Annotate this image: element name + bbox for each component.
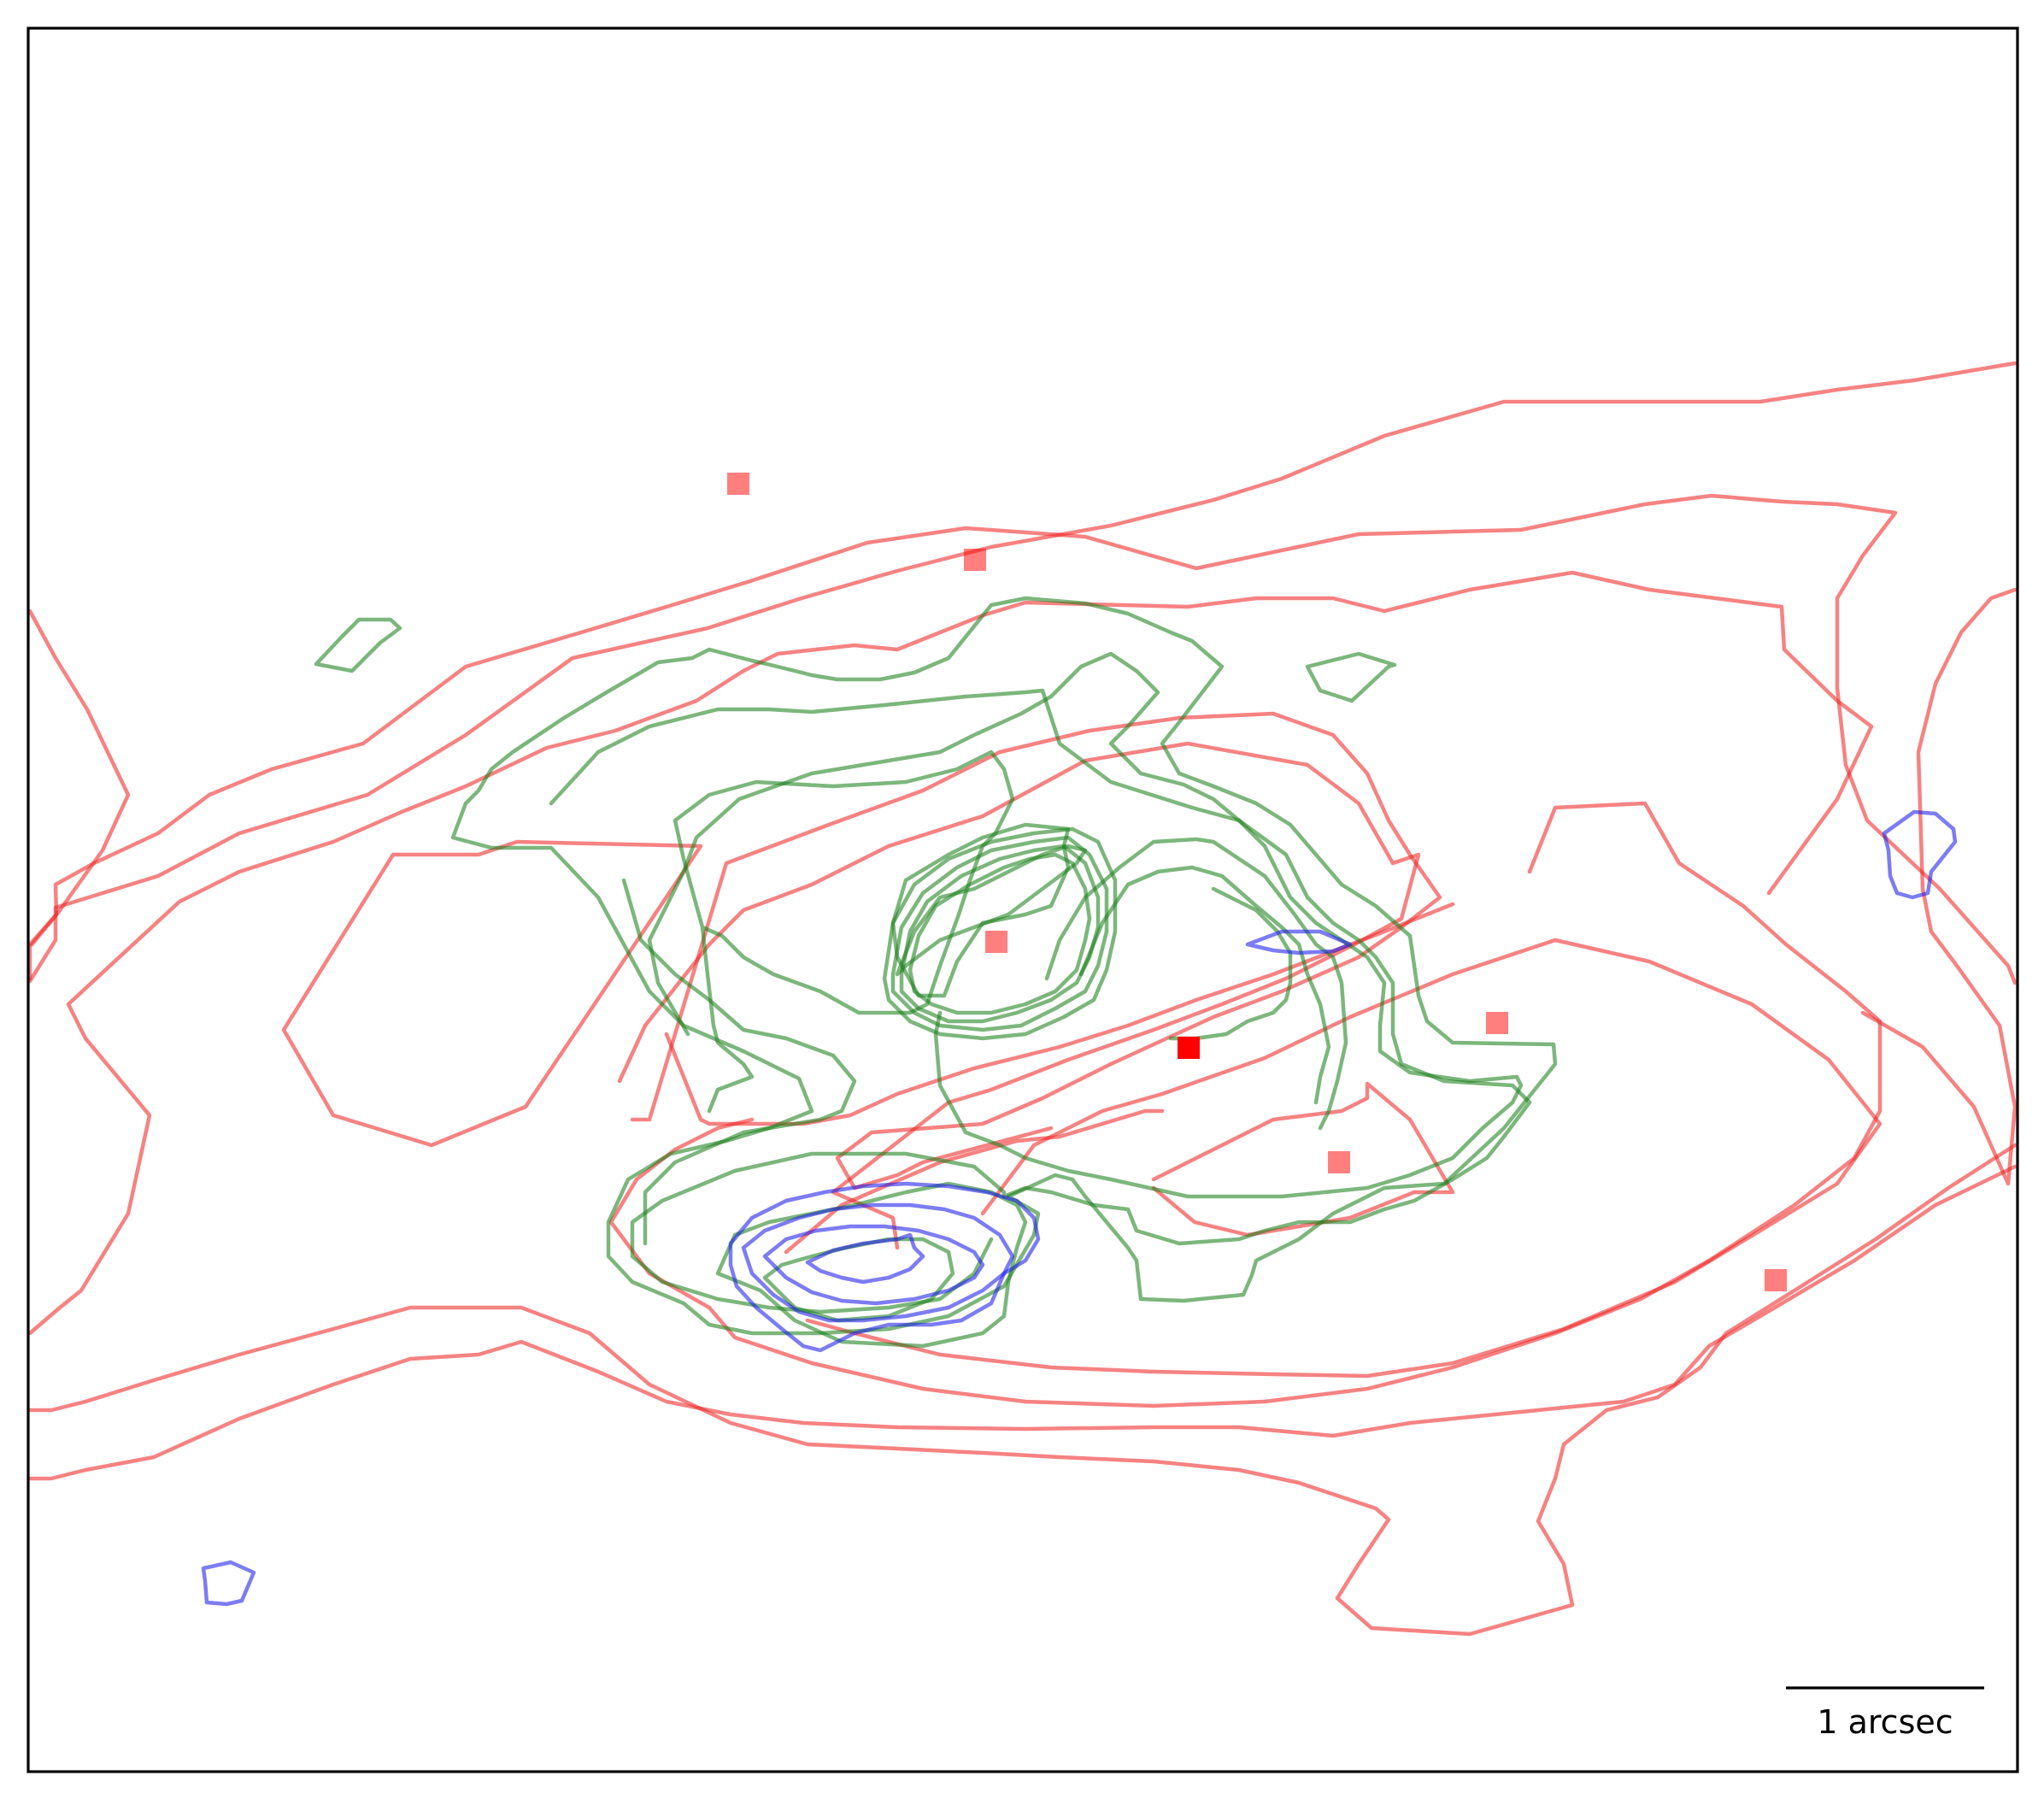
- green-contour-ring-3: [621, 878, 857, 1246]
- green-contour-small-upper-left: [314, 617, 402, 673]
- red-contour-core-upper: [630, 711, 1442, 1191]
- marker-square-highlighted: [1178, 1037, 1200, 1059]
- blue-contour-ring-2: [741, 1202, 1015, 1323]
- red-contour-core-mid: [617, 741, 1421, 1250]
- red-contour-outer-top: [27, 361, 2018, 984]
- blue-contours: [201, 809, 1958, 1607]
- green-contour-core-3: [890, 835, 1109, 1032]
- green-contour-core-4: [882, 826, 1118, 1041]
- marker-square: [1486, 1012, 1508, 1034]
- green-contour-outer: [450, 596, 1558, 1336]
- blue-contour-small-right: [1882, 809, 1958, 900]
- blue-contour-ring-3: [762, 1224, 985, 1306]
- blue-contour-ring-4: [805, 1232, 925, 1285]
- green-contour-ring-4: [673, 750, 1015, 1114]
- blue-contour-small-center: [1245, 929, 1353, 955]
- marker-square: [985, 931, 1007, 953]
- green-contour-ring-4b: [895, 844, 1088, 977]
- red-contour-ring-2: [27, 493, 2018, 985]
- red-contour-ring-3: [27, 570, 1874, 1336]
- scale-bar: 1 arcsec: [1786, 1686, 1984, 1741]
- blue-contour-small-lower-left: [201, 1560, 256, 1607]
- scale-bar-label: 1 arcsec: [1817, 1703, 1953, 1741]
- green-contour-small-upper-right: [1305, 651, 1397, 703]
- red-contour-inner-left: [281, 839, 703, 1148]
- red-contour-inner-lower: [1151, 1081, 1455, 1238]
- red-contour-lower-envelope-2: [27, 1164, 2018, 1481]
- marker-square: [964, 549, 986, 571]
- red-contour-lower-envelope: [27, 1143, 2018, 1637]
- red-contour-lower-left-lobe: [784, 1108, 1165, 1255]
- red-contour-wedge: [664, 902, 1455, 1126]
- green-contour-ring-2: [549, 688, 1532, 1314]
- markers: [727, 473, 1787, 1291]
- marker-square: [727, 473, 749, 495]
- red-contour-outer-upper: [27, 608, 131, 981]
- marker-square: [1328, 1151, 1350, 1173]
- red-contour-right-ring-3: [1860, 587, 2018, 1186]
- red-contour-right-ring-2: [608, 801, 1882, 1408]
- plot-frame: [26, 26, 2019, 1773]
- green-contour-core: [907, 852, 1092, 1015]
- green-contour-ring-5: [890, 822, 1071, 998]
- green-contour-right-ring-b: [1078, 865, 1331, 1105]
- green-contour-ring-3b: [647, 651, 1524, 1199]
- green-contour-core-2: [899, 844, 1101, 1024]
- red-contours: [27, 361, 2018, 1637]
- green-contours: [314, 596, 1558, 1349]
- green-contour-right-ring-c: [1168, 886, 1293, 1041]
- marker-square: [1765, 1269, 1787, 1291]
- green-contour-right-ring: [1044, 837, 1348, 1131]
